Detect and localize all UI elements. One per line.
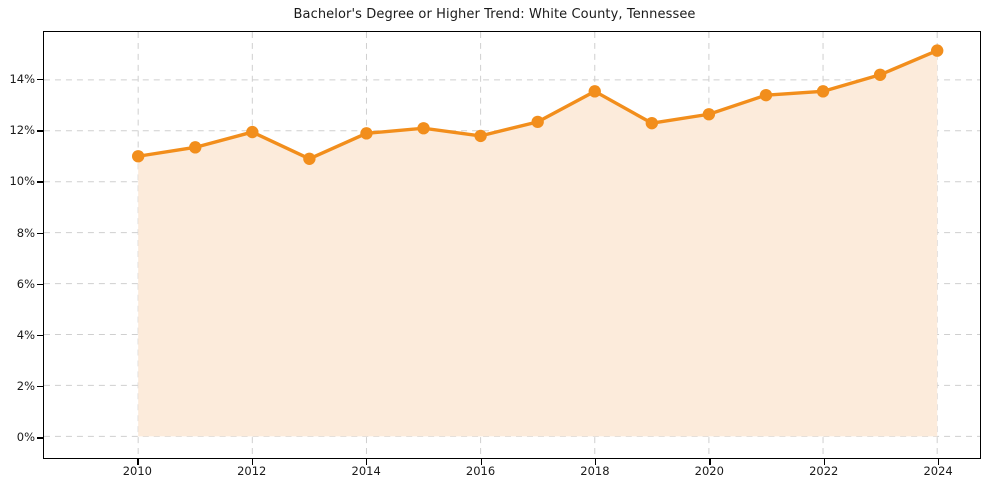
y-axis-tick-mark xyxy=(37,334,43,337)
y-axis-tick-mark xyxy=(37,181,43,183)
x-axis-tick-mark xyxy=(594,459,597,465)
x-axis-tick-label: 2024 xyxy=(923,464,953,478)
y-axis-tick-mark xyxy=(37,232,43,234)
y-axis-tick-mark xyxy=(37,386,43,388)
data-point-marker xyxy=(131,150,145,163)
data-point-markers xyxy=(131,44,944,165)
x-axis-tick-label: 2022 xyxy=(809,464,839,478)
data-point-marker xyxy=(474,129,487,143)
y-axis-tick-label: 4% xyxy=(16,327,35,342)
data-point-marker xyxy=(931,44,944,57)
x-axis-tick-label: 2018 xyxy=(580,464,610,478)
x-axis-tick-mark xyxy=(251,459,254,465)
x-axis-tick-label: 2020 xyxy=(694,464,724,478)
x-axis-tick-label: 2010 xyxy=(122,464,152,478)
x-axis-tick-mark xyxy=(480,459,482,465)
chart-canvas xyxy=(44,32,980,458)
data-point-marker xyxy=(816,85,830,98)
data-point-marker xyxy=(189,141,202,154)
x-axis-tick-mark xyxy=(709,459,711,465)
data-point-marker xyxy=(417,122,430,135)
data-point-marker xyxy=(303,152,316,165)
y-axis-tick-label: 14% xyxy=(9,72,35,87)
x-axis-tick-mark xyxy=(366,459,368,465)
data-point-marker xyxy=(531,115,544,129)
area-fill xyxy=(138,50,938,437)
y-axis-tick-label: 12% xyxy=(9,123,35,138)
x-axis-tick-mark xyxy=(938,459,940,465)
x-axis-tick-mark xyxy=(137,459,139,465)
x-axis-tick-label: 2012 xyxy=(237,464,267,478)
x-axis-tick-label: 2014 xyxy=(351,464,381,478)
y-axis-tick-label: 6% xyxy=(16,276,35,291)
data-point-marker xyxy=(702,108,716,121)
y-axis-tick-label: 8% xyxy=(16,225,35,240)
y-axis-tick-labels: 0% 2% 4% 6% 8% 10% 12% 14% xyxy=(0,0,35,490)
data-point-marker xyxy=(588,85,601,98)
chart-title: Bachelor's Degree or Higher Trend: White… xyxy=(293,7,696,22)
data-point-marker xyxy=(873,68,887,81)
y-axis-tick-label: 0% xyxy=(16,430,35,445)
data-point-marker xyxy=(759,88,773,102)
data-point-marker xyxy=(360,127,373,140)
y-axis-tick-mark xyxy=(37,283,43,286)
y-axis-tick-mark xyxy=(37,437,43,439)
x-axis-tick-mark xyxy=(823,459,825,465)
y-axis-tick-label: 10% xyxy=(9,174,35,189)
x-axis-tick-label: 2016 xyxy=(465,464,496,478)
y-axis-tick-mark xyxy=(37,130,43,132)
data-point-marker xyxy=(246,125,259,139)
plot-area xyxy=(43,31,981,459)
y-axis-tick-mark xyxy=(37,79,43,81)
data-point-marker xyxy=(645,116,659,130)
y-axis-tick-label: 2% xyxy=(16,379,35,394)
